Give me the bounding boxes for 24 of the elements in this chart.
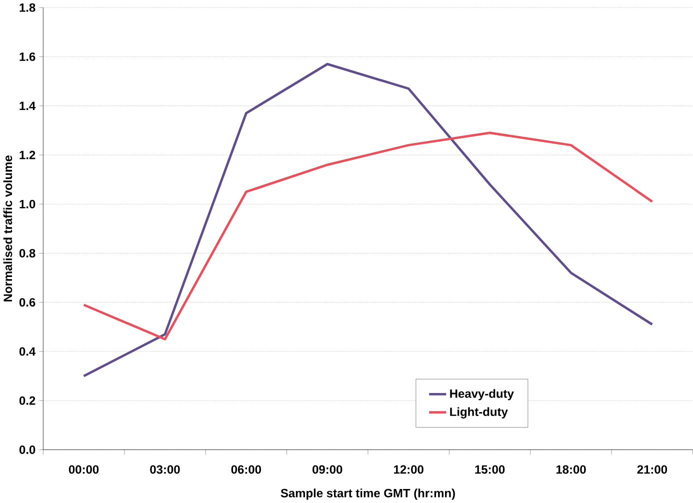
x-tick-label: 03:00 [150,465,180,474]
y-tick-label: 1.2 [20,150,36,160]
x-tick-label: 21:00 [637,465,668,474]
legend-label: Heavy-duty [450,389,514,400]
y-tick-label: 0.0 [19,445,36,454]
x-tick-label: 18:00 [556,465,586,474]
y-tick-label: 1.6 [20,52,36,61]
x-tick-label: 00:00 [68,465,99,474]
y-tick-label: 1.4 [20,102,36,110]
y-tick-label: 1.0 [20,200,36,208]
line-series [82,62,654,378]
y-tick-label: 0.2 [19,396,36,405]
legend-label: Light-duty [450,407,508,418]
y-axis-title: Normalised traffic volume [3,155,12,302]
y-tick-label: 1.8 [20,3,36,12]
x-axis-title: Sample start time GMT (hr:mn) [280,488,455,500]
x-tick-label: 15:00 [475,465,505,474]
x-tick-label: 09:00 [312,465,342,474]
x-tick-label: 12:00 [394,465,424,474]
y-tick-label: 0.4 [19,347,36,356]
y-tick-label: 0.6 [19,298,36,307]
x-tick-label: 06:00 [231,465,261,474]
line-series [82,132,654,340]
y-tick-label: 0.8 [19,248,36,258]
